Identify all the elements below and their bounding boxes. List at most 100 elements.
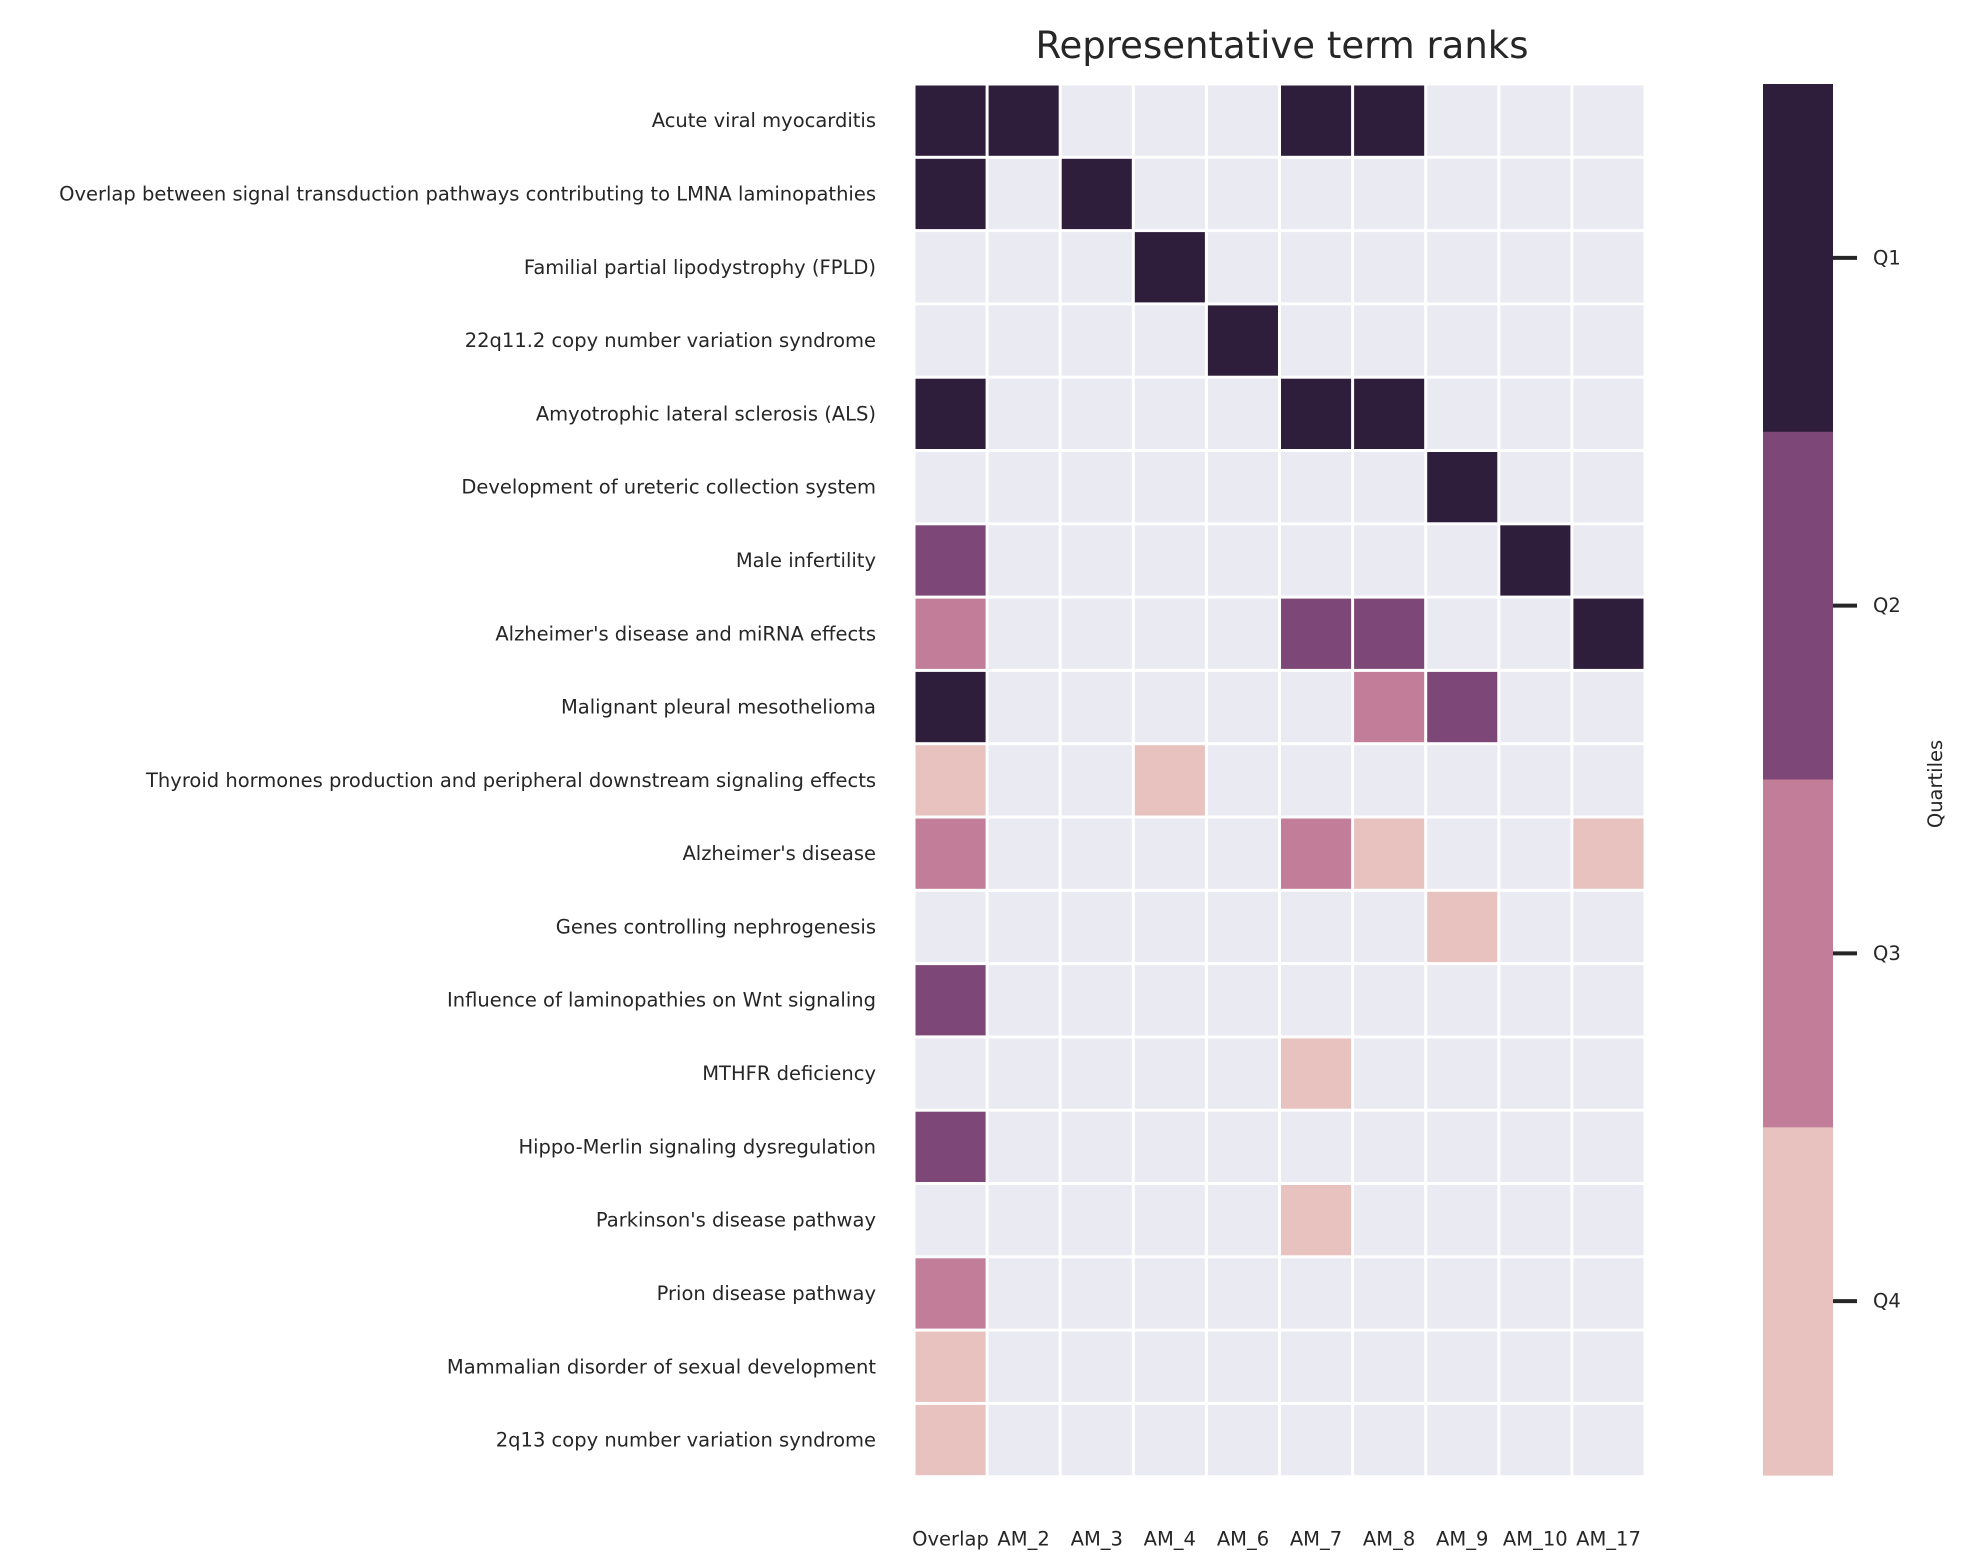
chart-title: Representative term ranks [1035, 24, 1528, 67]
column-label-am-4: AM_4 [1144, 1528, 1196, 1551]
heatmap-cell-r3-overlap [915, 305, 986, 376]
row-label: Prion disease pathway [657, 1282, 876, 1305]
heatmap-cell-r6-am-9 [1427, 525, 1498, 596]
heatmap-cell-r18-am-4 [1134, 1404, 1205, 1476]
heatmap-cell-r8-am-17 [1573, 671, 1644, 743]
heatmap-cell-r12-am-7 [1281, 965, 1352, 1036]
heatmap-cell-r15-am-8 [1354, 1185, 1425, 1256]
heatmap-cell-r8-overlap [915, 671, 986, 743]
heatmap-cell-r11-am-17 [1573, 891, 1644, 963]
heatmap-cell-r13-am-10 [1500, 1038, 1571, 1109]
heatmap-cell-r3-am-4 [1134, 305, 1205, 376]
heatmap-cell-r2-am-9 [1427, 232, 1498, 303]
heatmap-cell-r14-am-7 [1281, 1111, 1352, 1182]
heatmap-cell-r10-overlap [915, 818, 986, 889]
heatmap-cell-r16-am-2 [988, 1258, 1059, 1329]
heatmap-cell-r15-am-3 [1061, 1185, 1132, 1256]
heatmap-cell-r13-am-2 [988, 1038, 1059, 1109]
heatmap-cell-r6-am-3 [1061, 525, 1132, 596]
heatmap-cell-r14-am-9 [1427, 1111, 1498, 1182]
heatmap-cell-r17-am-10 [1500, 1331, 1571, 1402]
heatmap-cell-r12-am-17 [1573, 965, 1644, 1036]
heatmap-cell-r4-am-2 [988, 378, 1059, 449]
heatmap-cell-r18-am-2 [988, 1404, 1059, 1476]
heatmap-cell-r10-am-9 [1427, 818, 1498, 889]
column-label-am-10: AM_10 [1503, 1528, 1568, 1551]
heatmap-cell-r4-am-7 [1281, 378, 1352, 449]
heatmap-cell-r0-am-17 [1573, 85, 1644, 156]
heatmap-cell-r4-am-6 [1207, 378, 1278, 449]
heatmap-cell-r17-am-4 [1134, 1331, 1205, 1402]
row-label: Acute viral myocarditis [652, 109, 876, 132]
heatmap-cell-r11-am-6 [1207, 891, 1278, 963]
heatmap-cell-r7-am-2 [988, 598, 1059, 669]
heatmap-cell-r18-am-17 [1573, 1404, 1644, 1476]
colorbar-tick-label-q4: Q4 [1873, 1290, 1901, 1313]
heatmap-cell-r7-am-3 [1061, 598, 1132, 669]
heatmap-cell-r3-am-2 [988, 305, 1059, 376]
heatmap-cell-r7-am-7 [1281, 598, 1352, 669]
row-label: Familial partial lipodystrophy (FPLD) [524, 256, 876, 279]
heatmap-cell-r9-am-4 [1134, 745, 1205, 816]
heatmap-cell-r11-overlap [915, 891, 986, 963]
heatmap-cell-r16-am-3 [1061, 1258, 1132, 1329]
heatmap-cell-r12-am-10 [1500, 965, 1571, 1036]
heatmap-cell-r7-am-9 [1427, 598, 1498, 669]
row-label: Thyroid hormones production and peripher… [145, 769, 876, 792]
heatmap-cell-r2-am-3 [1061, 232, 1132, 303]
heatmap-cell-r9-am-8 [1354, 745, 1425, 816]
heatmap-cell-r14-am-3 [1061, 1111, 1132, 1182]
heatmap-cell-r10-am-10 [1500, 818, 1571, 889]
heatmap-cell-r17-am-2 [988, 1331, 1059, 1402]
colorbar-tick-label-q2: Q2 [1873, 594, 1901, 617]
heatmap-cell-r5-am-9 [1427, 452, 1498, 523]
heatmap-cell-r7-am-10 [1500, 598, 1571, 669]
row-label: Male infertility [736, 549, 876, 572]
heatmap-cell-r9-am-17 [1573, 745, 1644, 816]
heatmap-cell-r8-am-10 [1500, 671, 1571, 743]
row-label: Parkinson's disease pathway [596, 1209, 876, 1232]
heatmap-cell-r7-am-17 [1573, 598, 1644, 669]
heatmap-cell-r11-am-2 [988, 891, 1059, 963]
heatmap-cell-r0-am-7 [1281, 85, 1352, 156]
heatmap-cell-r8-am-3 [1061, 671, 1132, 743]
heatmap-cell-r1-am-3 [1061, 158, 1132, 230]
heatmap-cell-r6-am-7 [1281, 525, 1352, 596]
heatmap-cells [915, 85, 1644, 1476]
heatmap-cell-r18-overlap [915, 1404, 986, 1476]
heatmap-cell-r6-am-2 [988, 525, 1059, 596]
colorbar-tick-label-q3: Q3 [1873, 942, 1901, 965]
heatmap-cell-r18-am-8 [1354, 1404, 1425, 1476]
heatmap-cell-r15-am-2 [988, 1185, 1059, 1256]
heatmap-cell-r4-am-3 [1061, 378, 1132, 449]
heatmap-cell-r13-am-9 [1427, 1038, 1498, 1109]
heatmap-cell-r2-overlap [915, 232, 986, 303]
heatmap-cell-r11-am-10 [1500, 891, 1571, 963]
heatmap-cell-r16-am-7 [1281, 1258, 1352, 1329]
heatmap-cell-r10-am-8 [1354, 818, 1425, 889]
heatmap-cell-r6-overlap [915, 525, 986, 596]
heatmap-cell-r4-overlap [915, 378, 986, 449]
heatmap-cell-r18-am-7 [1281, 1404, 1352, 1476]
heatmap-cell-r11-am-3 [1061, 891, 1132, 963]
heatmap-cell-r0-am-10 [1500, 85, 1571, 156]
row-labels: Acute viral myocarditis Overlap between s… [59, 109, 876, 1451]
heatmap-cell-r1-am-2 [988, 158, 1059, 230]
heatmap-cell-r2-am-8 [1354, 232, 1425, 303]
heatmap-cell-r8-am-7 [1281, 671, 1352, 743]
heatmap-cell-r0-am-4 [1134, 85, 1205, 156]
heatmap-cell-r17-am-3 [1061, 1331, 1132, 1402]
heatmap-cell-r1-am-17 [1573, 158, 1644, 230]
heatmap-cell-r10-am-4 [1134, 818, 1205, 889]
heatmap-cell-r15-am-9 [1427, 1185, 1498, 1256]
heatmap-cell-r18-am-10 [1500, 1404, 1571, 1476]
heatmap-cell-r0-am-2 [988, 85, 1059, 156]
heatmap-cell-r6-am-10 [1500, 525, 1571, 596]
colorbar-segment-q1 [1763, 84, 1833, 433]
row-label: Overlap between signal transduction path… [59, 183, 876, 206]
heatmap-cell-r15-overlap [915, 1185, 986, 1256]
row-label: Amyotrophic lateral sclerosis (ALS) [536, 402, 876, 425]
column-labels: Overlap AM_2 AM_3 AM_4 AM_6 AM_7 AM_8 AM_9 AM_10… [912, 1528, 1641, 1551]
heatmap-cell-r17-am-9 [1427, 1331, 1498, 1402]
heatmap-cell-r9-am-6 [1207, 745, 1278, 816]
